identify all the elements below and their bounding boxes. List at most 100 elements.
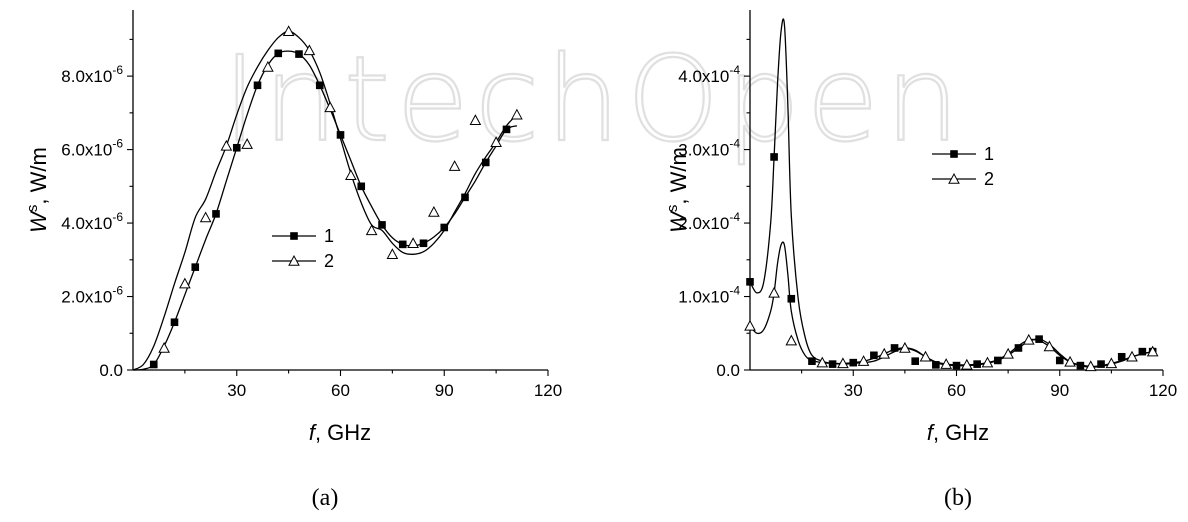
y-tick-label: 8.0x10-6 [61, 63, 123, 86]
legend-label-2: 2 [324, 251, 334, 271]
panel-label: (a) [312, 485, 339, 511]
x-tick-label: 90 [435, 381, 454, 400]
y-axis-title: Ws, W/m [24, 147, 51, 233]
y-tick-label: 4.0x10-6 [61, 210, 123, 233]
series-1-marker [170, 318, 179, 327]
series-2-marker [158, 341, 170, 353]
series-1-marker [398, 240, 407, 249]
series-1-marker [1035, 335, 1043, 343]
x-tick-label: 60 [331, 381, 350, 400]
series-1-marker [149, 360, 158, 369]
series-1-marker [315, 81, 324, 90]
series-1-marker [1097, 360, 1105, 368]
series-2-marker [785, 334, 798, 346]
series-2-marker [428, 205, 440, 217]
series-1-marker [232, 143, 241, 152]
series-1-marker [828, 360, 837, 368]
series-1-marker [932, 361, 940, 369]
series-1-marker [461, 193, 469, 202]
series-1-marker [191, 263, 200, 271]
watermark-text: IntechOpen [222, 30, 965, 168]
legend-marker-2 [288, 254, 300, 266]
series-2-marker [768, 286, 780, 298]
series-1-marker [1076, 361, 1085, 370]
series-2-marker [744, 319, 756, 331]
series-1-marker [808, 357, 816, 365]
series-1-marker [357, 182, 366, 191]
x-tick-label: 60 [947, 381, 966, 400]
series-1-marker [770, 153, 778, 161]
series-1-marker [378, 221, 386, 229]
x-tick-label: 120 [534, 381, 562, 400]
series-2-marker [816, 356, 829, 368]
series-2-marker [1022, 333, 1035, 345]
series-2-marker [199, 211, 212, 223]
legend-marker-2 [948, 172, 960, 184]
series-2-marker [220, 139, 233, 151]
y-tick-label: 2.0x10-4 [678, 210, 740, 233]
series-1-marker [890, 344, 899, 352]
series-2-marker [511, 108, 523, 120]
series-1-marker [1138, 347, 1147, 356]
legend-marker-1 [290, 232, 298, 240]
series-2-marker [262, 60, 274, 72]
series-1-marker [481, 158, 490, 167]
series-1-marker [1117, 352, 1126, 361]
y-tick-label: 6.0x10-6 [61, 137, 123, 160]
legend-label-1: 1 [324, 226, 334, 246]
series-2-marker [878, 347, 891, 359]
legend-label-2: 2 [984, 169, 994, 189]
x-tick-label: 90 [1050, 381, 1069, 400]
y-tick-label: 4.0x10-4 [678, 63, 740, 86]
series-2-marker [1105, 357, 1118, 369]
series-1-marker [274, 49, 283, 58]
y-tick-label: 2.0x10-6 [61, 284, 123, 307]
x-axis-title: f, GHz [309, 420, 371, 445]
series-1-marker [295, 50, 303, 58]
series-1-marker [952, 361, 961, 370]
series-2-marker [241, 138, 253, 149]
y-tick-label: 0.0 [716, 361, 740, 380]
series-2-marker [1064, 355, 1076, 367]
series-2-marker [448, 160, 461, 171]
series-2-marker [386, 248, 399, 260]
legend-marker-1 [950, 150, 958, 158]
series-2-marker [407, 237, 419, 249]
legend-label-1: 1 [984, 144, 994, 164]
series-2-marker [490, 136, 502, 147]
series-2-marker [960, 358, 973, 370]
x-axis-title: f, GHz [927, 420, 989, 445]
y-tick-label: 3.0x10-4 [678, 137, 740, 160]
series-2-marker [837, 357, 849, 369]
series-1-marker [253, 81, 262, 90]
series-2-marker [899, 341, 911, 353]
series-2-marker [469, 114, 482, 125]
series-1-marker [1055, 356, 1064, 365]
series-1-marker [336, 131, 345, 139]
y-axis-title: Ws, W/m [664, 147, 691, 233]
series-2-marker [857, 355, 870, 366]
series-2-marker [1002, 347, 1014, 359]
chart-panel-a: 30 60 90 120 0.0 2.0x10-6 4.0x10-6 6.0x10-6 8.0x… [24, 10, 562, 511]
series-1-marker [440, 223, 449, 232]
series-2-marker [179, 277, 191, 289]
x-tick-label: 120 [1149, 381, 1177, 400]
y-tick-label: 1.0x10-4 [678, 284, 740, 307]
series-2-marker [282, 25, 295, 37]
series-1-marker [502, 125, 511, 134]
series-1-marker [1014, 344, 1023, 352]
series-1-marker [212, 210, 220, 218]
series-2-marker [981, 356, 994, 368]
series-2-marker [303, 44, 316, 56]
panel-label: (b) [944, 485, 972, 511]
series-2-marker [324, 101, 336, 113]
series-2-marker [1043, 340, 1056, 352]
series-2-line [749, 241, 1153, 368]
series-2-marker [365, 224, 378, 236]
x-tick-label: 30 [227, 381, 246, 400]
series-2-marker [940, 358, 953, 369]
series-1-marker [746, 278, 754, 286]
x-tick-label: 30 [844, 381, 863, 400]
series-2-marker [919, 350, 932, 362]
